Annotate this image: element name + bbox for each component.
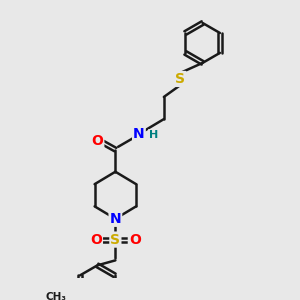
Text: CH₃: CH₃ [45,292,66,300]
Text: N: N [110,212,121,226]
Text: N: N [133,127,145,141]
Text: O: O [90,232,102,247]
Text: S: S [110,232,120,247]
Text: H: H [148,130,158,140]
Text: O: O [129,232,141,247]
Text: O: O [92,134,103,148]
Text: S: S [176,72,185,86]
